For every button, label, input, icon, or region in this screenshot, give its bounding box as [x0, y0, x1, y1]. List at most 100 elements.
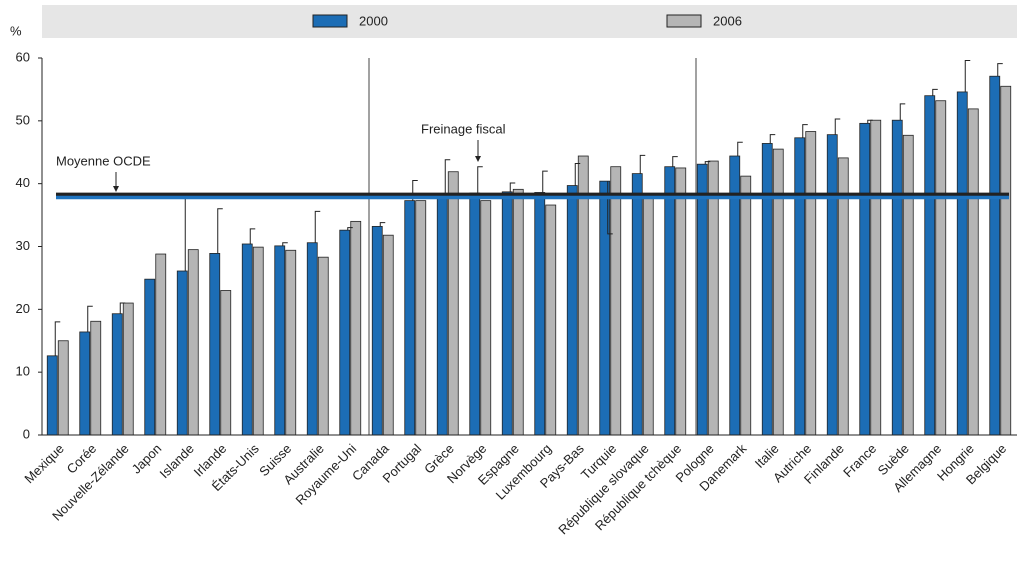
y-tick-label: 10 — [16, 364, 30, 379]
y-tick-label: 30 — [16, 238, 30, 253]
bar — [382, 234, 394, 436]
error-bar — [932, 88, 938, 96]
bar — [610, 166, 622, 436]
error-bar — [574, 163, 581, 186]
error-bar — [867, 119, 873, 124]
bar — [902, 134, 914, 436]
bar — [794, 137, 806, 436]
legend-label: 2000 — [359, 13, 388, 28]
bar — [46, 355, 58, 436]
bar — [122, 302, 134, 436]
annotation: Freinage fiscal — [421, 121, 506, 136]
bar — [241, 243, 253, 436]
error-bar — [704, 161, 711, 165]
reference-lines — [56, 192, 1009, 200]
bar — [274, 245, 286, 436]
error-bar — [217, 208, 223, 254]
bar — [696, 163, 708, 436]
error-bar — [769, 134, 776, 144]
bar — [870, 119, 882, 436]
bar — [209, 253, 221, 436]
legend-label: 2006 — [713, 13, 742, 28]
bar — [1000, 85, 1012, 436]
annotation: Moyenne OCDE — [56, 153, 151, 168]
bar — [772, 148, 784, 436]
error-bar — [899, 103, 906, 121]
bar — [859, 122, 871, 436]
bar — [826, 134, 838, 436]
error-bar — [347, 227, 353, 231]
bar — [805, 131, 817, 436]
legend-swatch — [666, 14, 702, 28]
legend-swatch — [312, 14, 348, 28]
error-bar — [314, 210, 321, 243]
bar — [664, 166, 676, 436]
bar — [447, 171, 459, 436]
bar — [90, 320, 102, 436]
error-bar — [282, 242, 288, 246]
error-bar — [834, 118, 841, 135]
bar — [566, 185, 578, 436]
error-bar — [119, 302, 126, 314]
x-tick-label: Islande — [157, 441, 197, 481]
annotation-arrowhead — [113, 186, 119, 192]
y-tick-label: 0 — [23, 426, 30, 441]
y-axis-label: % — [10, 23, 22, 38]
bar — [924, 95, 936, 436]
annotation-arrowhead — [475, 156, 481, 162]
error-bar — [509, 182, 516, 192]
bar — [155, 253, 167, 436]
error-bar — [477, 166, 483, 194]
bar — [57, 340, 69, 436]
bar — [317, 256, 329, 436]
error-bar — [54, 321, 61, 356]
bar — [707, 160, 719, 436]
bar — [642, 195, 654, 436]
y-tick-label: 40 — [16, 175, 30, 190]
error-bar — [444, 159, 451, 195]
bar — [79, 331, 91, 436]
bar — [285, 249, 297, 436]
error-bar — [997, 63, 1003, 77]
error-bar — [802, 124, 808, 138]
bar — [350, 220, 362, 436]
x-tick-label: France — [840, 441, 879, 480]
error-bar — [379, 222, 386, 227]
bar — [534, 192, 546, 436]
bar — [956, 91, 968, 436]
bar — [631, 173, 643, 436]
bar — [761, 143, 773, 436]
error-bar — [542, 170, 548, 193]
error-bar — [639, 154, 646, 174]
bar — [176, 270, 188, 436]
bar — [371, 225, 383, 436]
y-tick-label: 20 — [16, 301, 30, 316]
bar — [989, 75, 1001, 436]
bar — [220, 290, 232, 436]
legend-band — [42, 5, 1017, 38]
bar — [891, 119, 903, 436]
bar — [339, 229, 351, 436]
bar — [501, 191, 513, 436]
bar — [545, 204, 557, 436]
bar — [469, 192, 481, 436]
bar — [144, 278, 156, 436]
error-bar — [87, 305, 93, 332]
y-tick-label: 50 — [16, 112, 30, 127]
error-bar — [737, 141, 743, 157]
bar — [306, 242, 318, 436]
bar — [512, 188, 524, 436]
bar — [935, 100, 947, 436]
bar — [404, 200, 416, 436]
bar — [480, 200, 492, 436]
error-bar — [672, 156, 678, 167]
bar — [740, 175, 752, 436]
x-tick-label: Mexique — [21, 441, 66, 486]
bar — [837, 157, 849, 436]
bar — [967, 108, 979, 436]
bar — [415, 200, 427, 436]
y-tick-label: 60 — [16, 49, 30, 64]
error-bar — [249, 228, 256, 244]
bars — [46, 60, 1012, 436]
bar — [436, 193, 448, 436]
